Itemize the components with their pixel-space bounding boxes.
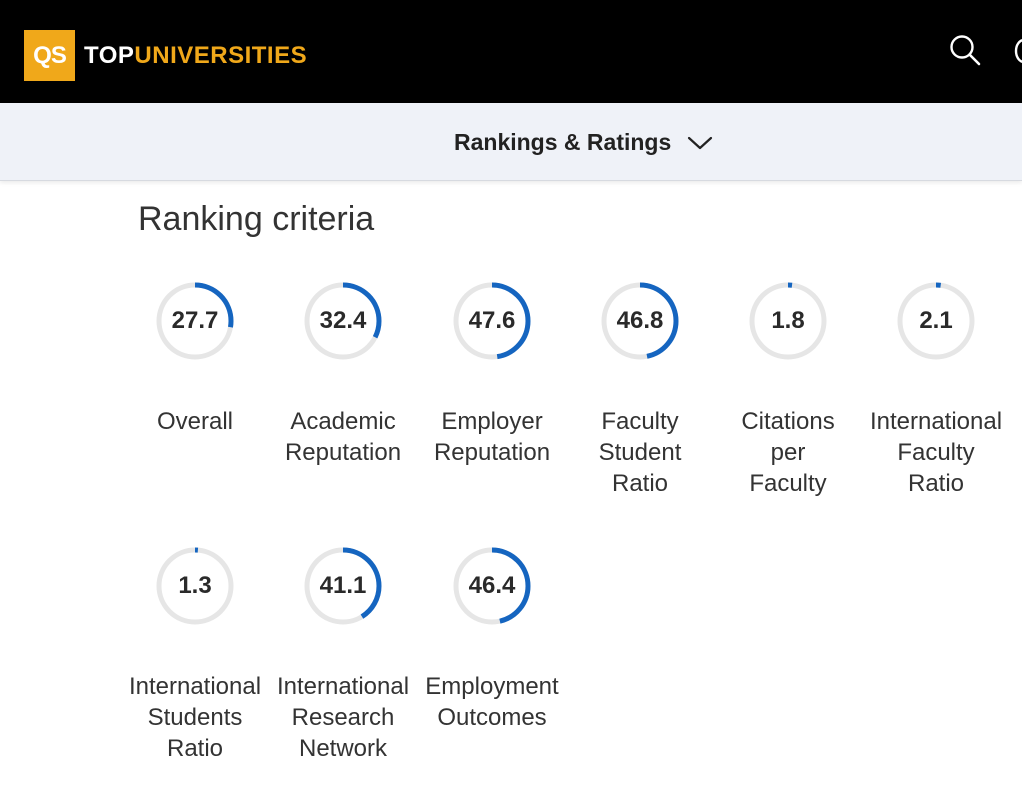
logo-text-top: TOP bbox=[84, 41, 135, 69]
score-arc bbox=[304, 547, 382, 625]
score-value: 47.6 bbox=[468, 307, 516, 334]
criteria-metric: 2.1 International Faculty Ratio bbox=[862, 279, 1010, 499]
search-icon[interactable] bbox=[948, 33, 982, 67]
criteria-metric: 32.4 Academic Reputation bbox=[269, 279, 417, 468]
score-arc bbox=[304, 282, 382, 360]
score-ring: 2.1 bbox=[894, 279, 978, 363]
score-ring: 1.3 bbox=[153, 544, 237, 628]
user-icon[interactable] bbox=[1014, 38, 1022, 64]
top-header: QS TOPUNIVERSITIES bbox=[0, 0, 1022, 103]
score-arc bbox=[453, 282, 531, 360]
logo-wordmark: TOPUNIVERSITIES bbox=[84, 42, 307, 70]
section-title: Ranking criteria bbox=[138, 200, 375, 238]
score-ring: 1.8 bbox=[746, 279, 830, 363]
criteria-metric: 47.6 Employer Reputation bbox=[418, 279, 566, 468]
score-value: 41.1 bbox=[319, 572, 367, 599]
score-arc bbox=[156, 547, 234, 625]
score-arc bbox=[601, 282, 679, 360]
score-ring: 46.4 bbox=[450, 544, 534, 628]
score-arc bbox=[156, 282, 234, 360]
score-value: 46.4 bbox=[468, 572, 516, 599]
criteria-metric: 46.4 Employment Outcomes bbox=[418, 544, 566, 733]
logo-text-universities: UNIVERSITIES bbox=[134, 41, 308, 69]
score-ring: 46.8 bbox=[598, 279, 682, 363]
criteria-label: International Students Ratio bbox=[128, 673, 262, 762]
score-value: 1.8 bbox=[771, 307, 805, 334]
score-value: 2.1 bbox=[919, 307, 953, 334]
criteria-label: Citations per Faculty bbox=[741, 408, 835, 497]
criteria-metric: 27.7 Overall bbox=[121, 279, 269, 437]
score-value: 32.4 bbox=[319, 307, 367, 334]
criteria-metric: 1.3 International Students Ratio bbox=[121, 544, 269, 764]
criteria-label: International Faculty Ratio bbox=[869, 408, 1003, 497]
score-arc bbox=[749, 282, 827, 360]
score-arc bbox=[897, 282, 975, 360]
qs-logo-mark: QS bbox=[24, 30, 75, 81]
criteria-label: Overall bbox=[156, 408, 234, 435]
score-value: 46.8 bbox=[616, 307, 664, 334]
criteria-metric: 46.8 Faculty Student Ratio bbox=[566, 279, 714, 499]
criteria-label: Faculty Student Ratio bbox=[598, 408, 682, 497]
rankings-ratings-label: Rankings & Ratings bbox=[454, 129, 672, 155]
criteria-label: Academic Reputation bbox=[284, 408, 402, 466]
score-arc bbox=[453, 547, 531, 625]
score-ring: 47.6 bbox=[450, 279, 534, 363]
criteria-metric: 41.1 International Research Network bbox=[269, 544, 417, 764]
rankings-ratings-dropdown[interactable]: Rankings & Ratings bbox=[454, 129, 713, 156]
score-ring: 41.1 bbox=[301, 544, 385, 628]
score-value: 27.7 bbox=[171, 307, 219, 334]
criteria-label: International Research Network bbox=[276, 673, 410, 762]
secondary-nav: Rankings & Ratings bbox=[0, 103, 1022, 181]
score-ring: 32.4 bbox=[301, 279, 385, 363]
criteria-metric: 1.8 Citations per Faculty bbox=[714, 279, 862, 499]
chevron-down-icon bbox=[688, 136, 713, 149]
criteria-label: Employer Reputation bbox=[433, 408, 551, 466]
score-value: 1.3 bbox=[178, 572, 212, 599]
criteria-label: Employment Outcomes bbox=[425, 673, 559, 731]
topuniversities-logo[interactable]: QS TOPUNIVERSITIES bbox=[24, 30, 307, 81]
score-ring: 27.7 bbox=[153, 279, 237, 363]
